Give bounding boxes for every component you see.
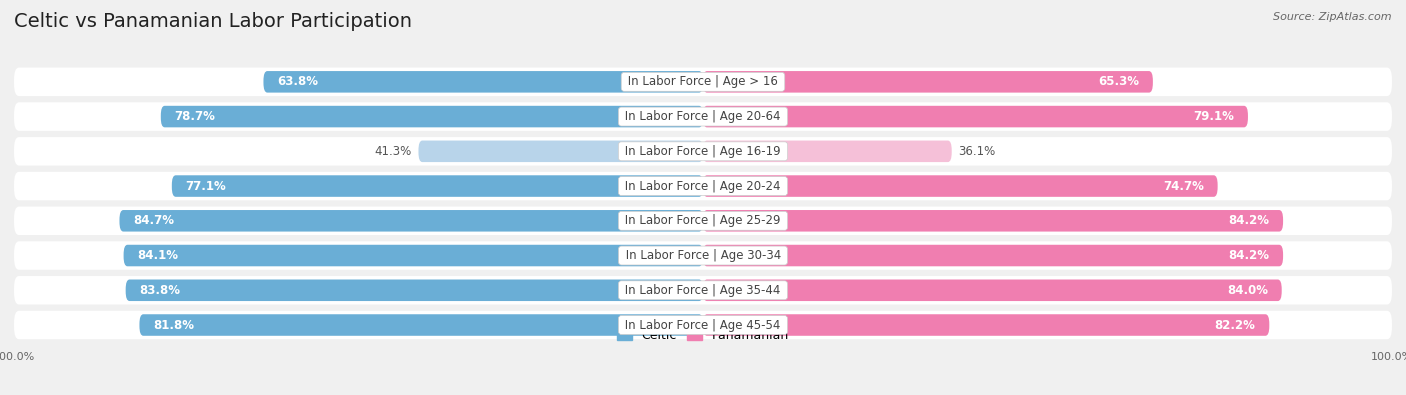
FancyBboxPatch shape	[14, 207, 1392, 235]
FancyBboxPatch shape	[14, 137, 1392, 166]
FancyBboxPatch shape	[14, 172, 1392, 200]
FancyBboxPatch shape	[172, 175, 703, 197]
FancyBboxPatch shape	[120, 210, 703, 231]
Text: In Labor Force | Age > 16: In Labor Force | Age > 16	[624, 75, 782, 88]
Text: Celtic vs Panamanian Labor Participation: Celtic vs Panamanian Labor Participation	[14, 12, 412, 31]
Text: 41.3%: 41.3%	[374, 145, 412, 158]
FancyBboxPatch shape	[703, 280, 1282, 301]
FancyBboxPatch shape	[703, 210, 1284, 231]
FancyBboxPatch shape	[160, 106, 703, 127]
Text: 78.7%: 78.7%	[174, 110, 215, 123]
Text: 84.2%: 84.2%	[1229, 214, 1270, 227]
Text: 36.1%: 36.1%	[959, 145, 995, 158]
Text: 82.2%: 82.2%	[1215, 318, 1256, 331]
FancyBboxPatch shape	[14, 68, 1392, 96]
FancyBboxPatch shape	[14, 276, 1392, 305]
FancyBboxPatch shape	[703, 71, 1153, 92]
FancyBboxPatch shape	[14, 311, 1392, 339]
Text: In Labor Force | Age 35-44: In Labor Force | Age 35-44	[621, 284, 785, 297]
Text: 65.3%: 65.3%	[1098, 75, 1139, 88]
Text: 84.7%: 84.7%	[134, 214, 174, 227]
Text: In Labor Force | Age 45-54: In Labor Force | Age 45-54	[621, 318, 785, 331]
FancyBboxPatch shape	[125, 280, 703, 301]
FancyBboxPatch shape	[703, 141, 952, 162]
Text: 84.2%: 84.2%	[1229, 249, 1270, 262]
Text: 83.8%: 83.8%	[139, 284, 180, 297]
Text: 79.1%: 79.1%	[1194, 110, 1234, 123]
FancyBboxPatch shape	[703, 314, 1270, 336]
FancyBboxPatch shape	[139, 314, 703, 336]
FancyBboxPatch shape	[124, 245, 703, 266]
Text: 74.7%: 74.7%	[1163, 180, 1204, 192]
Text: 84.0%: 84.0%	[1227, 284, 1268, 297]
Text: In Labor Force | Age 16-19: In Labor Force | Age 16-19	[621, 145, 785, 158]
FancyBboxPatch shape	[703, 175, 1218, 197]
FancyBboxPatch shape	[263, 71, 703, 92]
Text: 63.8%: 63.8%	[277, 75, 318, 88]
Text: Source: ZipAtlas.com: Source: ZipAtlas.com	[1274, 12, 1392, 22]
Text: 77.1%: 77.1%	[186, 180, 226, 192]
FancyBboxPatch shape	[703, 106, 1249, 127]
FancyBboxPatch shape	[14, 241, 1392, 270]
Text: In Labor Force | Age 20-64: In Labor Force | Age 20-64	[621, 110, 785, 123]
FancyBboxPatch shape	[419, 141, 703, 162]
Text: In Labor Force | Age 30-34: In Labor Force | Age 30-34	[621, 249, 785, 262]
FancyBboxPatch shape	[703, 245, 1284, 266]
Legend: Celtic, Panamanian: Celtic, Panamanian	[612, 324, 794, 347]
FancyBboxPatch shape	[14, 102, 1392, 131]
Text: In Labor Force | Age 25-29: In Labor Force | Age 25-29	[621, 214, 785, 227]
Text: 84.1%: 84.1%	[138, 249, 179, 262]
Text: 81.8%: 81.8%	[153, 318, 194, 331]
Text: In Labor Force | Age 20-24: In Labor Force | Age 20-24	[621, 180, 785, 192]
